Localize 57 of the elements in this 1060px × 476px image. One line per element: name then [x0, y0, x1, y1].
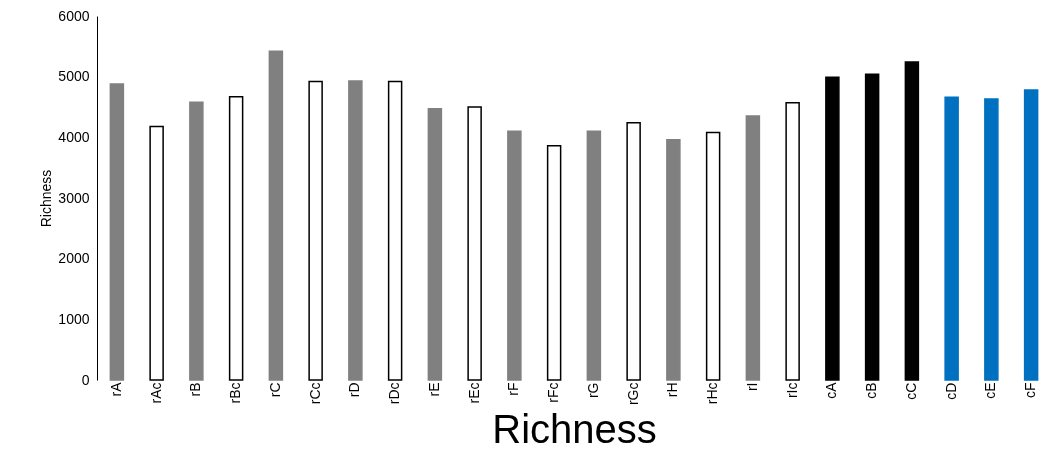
y-tick-label: 5000 — [58, 68, 90, 85]
x-tick-label: cC — [902, 382, 919, 400]
bar — [546, 145, 562, 381]
bar — [348, 80, 363, 381]
x-tick-label: rD — [346, 382, 363, 398]
x-tick-label: rI — [743, 382, 760, 392]
x-tick-label: rG — [584, 382, 601, 399]
y-tick-label: 2000 — [58, 250, 90, 267]
bar — [825, 76, 840, 381]
x-tick-label: rA — [107, 381, 124, 397]
bar — [904, 61, 920, 381]
x-tick-label: rH — [664, 382, 681, 398]
bar — [189, 101, 204, 381]
x-axis-title: Richness — [492, 407, 657, 452]
bar — [149, 125, 164, 381]
bar — [626, 122, 641, 381]
y-tick-label: 4000 — [58, 128, 90, 145]
bar — [745, 115, 761, 381]
bar — [308, 80, 323, 381]
bar — [228, 95, 244, 381]
x-tick-label: cF — [1022, 382, 1039, 399]
x-tick-label: rE — [425, 382, 442, 397]
bar — [268, 50, 284, 381]
bar — [705, 131, 721, 381]
x-tick-label: rC — [266, 382, 283, 398]
x-tick-label: cA — [823, 381, 840, 399]
x-tick-label: cE — [982, 382, 999, 399]
y-tick-label: 3000 — [58, 189, 90, 206]
bar — [785, 102, 800, 381]
y-tick-label: 1000 — [58, 310, 90, 327]
y-axis-title: Richness — [38, 169, 55, 228]
y-tick-label: 0 — [81, 371, 90, 388]
bar — [109, 83, 125, 381]
x-tick-label: rF — [505, 382, 522, 396]
bar — [586, 130, 602, 381]
bar — [507, 130, 522, 381]
bar — [1023, 89, 1039, 381]
bar — [984, 98, 999, 381]
x-tick-label: rAc — [147, 382, 164, 404]
x-tick-label: rGc — [624, 382, 641, 406]
x-tick-label: rIc — [783, 382, 800, 399]
x-tick-label: rFc — [545, 382, 562, 403]
x-tick-label: cD — [942, 382, 959, 400]
bar — [864, 73, 880, 381]
x-tick-label: rCc — [306, 382, 323, 405]
x-tick-label: rEc — [465, 382, 482, 404]
x-tick-label: cB — [863, 382, 880, 399]
x-tick-label: rB — [187, 382, 204, 397]
x-tick-label: rBc — [227, 382, 244, 404]
bar — [944, 96, 959, 381]
bar — [467, 106, 482, 381]
x-tick-label: rDc — [386, 382, 403, 405]
bar — [427, 108, 443, 381]
bar — [387, 80, 403, 381]
y-tick-label: 6000 — [58, 7, 90, 24]
x-tick-label: rHc — [704, 382, 721, 405]
bar — [666, 139, 681, 381]
